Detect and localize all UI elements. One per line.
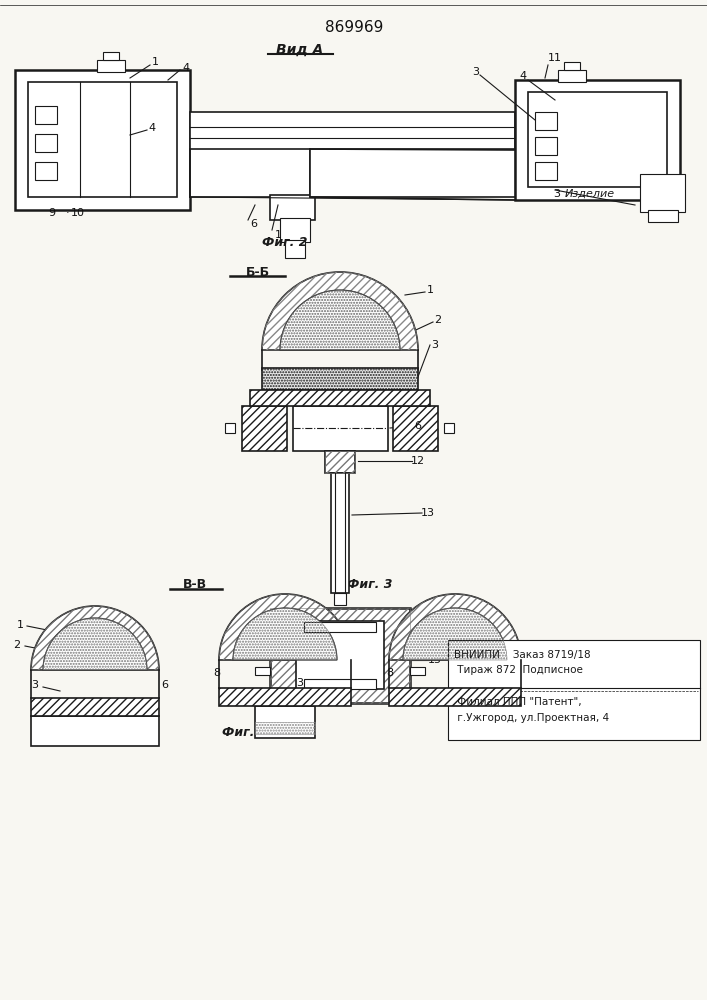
Bar [35,134,57,152]
Text: 3: 3 [32,680,38,690]
Text: 6: 6 [161,680,168,690]
Bar [325,451,355,473]
Text: 12: 12 [411,456,425,466]
Bar [515,80,680,200]
Text: 15: 15 [428,655,442,665]
Bar [31,698,159,716]
Bar [97,60,125,72]
Bar [304,679,376,689]
Bar [28,82,177,197]
Bar [262,368,418,390]
Text: 2: 2 [434,315,442,325]
Bar [334,593,346,605]
Bar [448,640,700,740]
Bar [558,70,586,82]
Bar [255,722,315,734]
Text: 9: 9 [49,208,56,218]
Bar [331,473,349,593]
Text: В-В: В-В [183,578,207,591]
Bar [285,240,305,258]
Text: 1: 1 [16,620,23,630]
Text: 3: 3 [553,189,560,199]
Wedge shape [280,290,400,350]
Bar [250,390,430,406]
Bar [31,716,159,746]
Text: 14: 14 [428,631,442,641]
Text: 6: 6 [414,421,421,431]
Text: ·: · [66,208,70,218]
Text: 3: 3 [431,340,438,350]
Text: 4: 4 [182,63,189,73]
Bar [640,174,685,212]
Text: 13: 13 [421,508,435,518]
Text: ВНИИПИ    Заказ 8719/18: ВНИИПИ Заказ 8719/18 [454,650,590,660]
Wedge shape [403,608,507,660]
Bar [35,106,57,124]
Bar [255,667,270,675]
Bar [225,423,235,433]
Text: 1: 1 [151,57,158,67]
Text: 6: 6 [250,219,257,229]
Text: 10: 10 [71,208,85,218]
Bar [35,162,57,180]
Bar [310,149,515,197]
Text: Филиал ППП "Патент",: Филиал ППП "Патент", [454,697,582,707]
Text: 4: 4 [148,123,156,133]
Text: 1: 1 [426,285,433,295]
Text: Фиг. 3: Фиг. 3 [347,578,393,591]
Bar [293,406,388,451]
Text: 3: 3 [467,678,474,688]
Text: 869969: 869969 [325,20,383,35]
Bar [648,210,678,222]
Bar [15,70,190,210]
Wedge shape [31,606,159,670]
Text: Б-Б: Б-Б [246,265,270,278]
Text: 3: 3 [296,678,303,688]
Text: 1: 1 [274,230,281,240]
Wedge shape [262,272,418,350]
Bar [280,218,310,242]
Bar [410,640,425,648]
Text: 8: 8 [214,668,221,678]
Text: 2: 2 [13,640,21,650]
Bar [528,92,667,187]
Bar [255,706,315,738]
Bar [393,406,438,451]
Bar [270,608,410,703]
Text: 11: 11 [548,53,562,63]
Text: Тираж 872  Подписное: Тираж 872 Подписное [454,665,583,675]
Bar [535,112,557,130]
Bar [103,52,119,60]
Bar [270,195,315,220]
Wedge shape [219,594,351,660]
Wedge shape [233,608,337,660]
Text: 3: 3 [472,67,479,77]
Text: 4: 4 [520,71,527,81]
Text: 8: 8 [387,668,394,678]
Bar [410,667,425,675]
Bar [270,608,410,703]
Text: г.Ужгород, ул.Проектная, 4: г.Ужгород, ул.Проектная, 4 [454,713,609,723]
Text: Фиг. 2: Фиг. 2 [262,235,308,248]
Bar [535,137,557,155]
Bar [190,149,310,197]
Text: Вид А: Вид А [276,43,324,57]
Text: Изделие: Изделие [565,189,615,199]
Bar [219,688,351,706]
Bar [444,423,454,433]
Bar [242,406,287,451]
Bar [535,162,557,180]
Wedge shape [43,618,147,670]
Bar [389,688,521,706]
Bar [190,112,515,150]
Bar [304,622,376,632]
Bar [255,640,270,648]
Bar [564,62,580,70]
Bar [296,621,384,689]
Bar [325,451,355,473]
Text: Фиг. 4: Фиг. 4 [222,726,268,738]
Wedge shape [389,594,521,660]
